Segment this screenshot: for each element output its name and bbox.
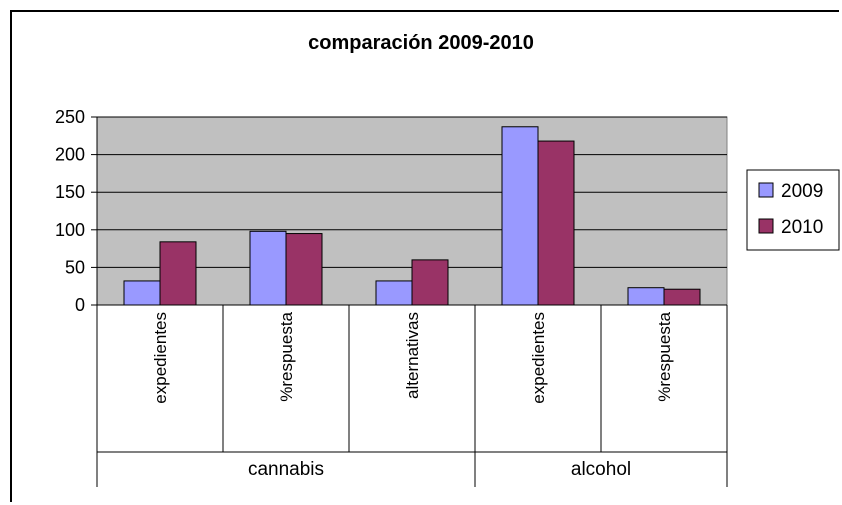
x-category-label: alternativas	[403, 312, 422, 399]
x-category-label: %respuesta	[277, 311, 296, 401]
bar-2010	[663, 288, 701, 306]
chart-title: comparación 2009-2010	[308, 32, 534, 54]
bar-2009	[501, 126, 539, 306]
y-tick-label: 200	[55, 145, 85, 165]
bar-2010	[537, 140, 575, 306]
bar-2009	[123, 280, 161, 306]
group-label: alcohol	[571, 459, 631, 480]
bar-2010	[159, 241, 197, 306]
bar-2009	[249, 230, 287, 306]
y-tick-label: 150	[55, 182, 85, 202]
bar-2009	[375, 280, 413, 306]
group-label: cannabis	[248, 459, 324, 480]
x-category-label: %respuesta	[655, 311, 674, 401]
legend-label: 2010	[781, 217, 823, 238]
legend-swatch-2010	[758, 218, 774, 234]
y-tick-label: 50	[65, 257, 85, 277]
y-tick-label: 100	[55, 220, 85, 240]
bar-2009	[627, 287, 665, 306]
bar-2010	[285, 233, 323, 306]
legend-swatch-2009	[758, 182, 774, 198]
x-category-label: expedientes	[529, 312, 548, 404]
y-tick-label: 0	[75, 295, 85, 315]
y-tick-label: 250	[55, 107, 85, 127]
bar-2010	[411, 259, 449, 306]
legend-label: 2009	[781, 181, 823, 202]
x-category-label: expedientes	[151, 312, 170, 404]
